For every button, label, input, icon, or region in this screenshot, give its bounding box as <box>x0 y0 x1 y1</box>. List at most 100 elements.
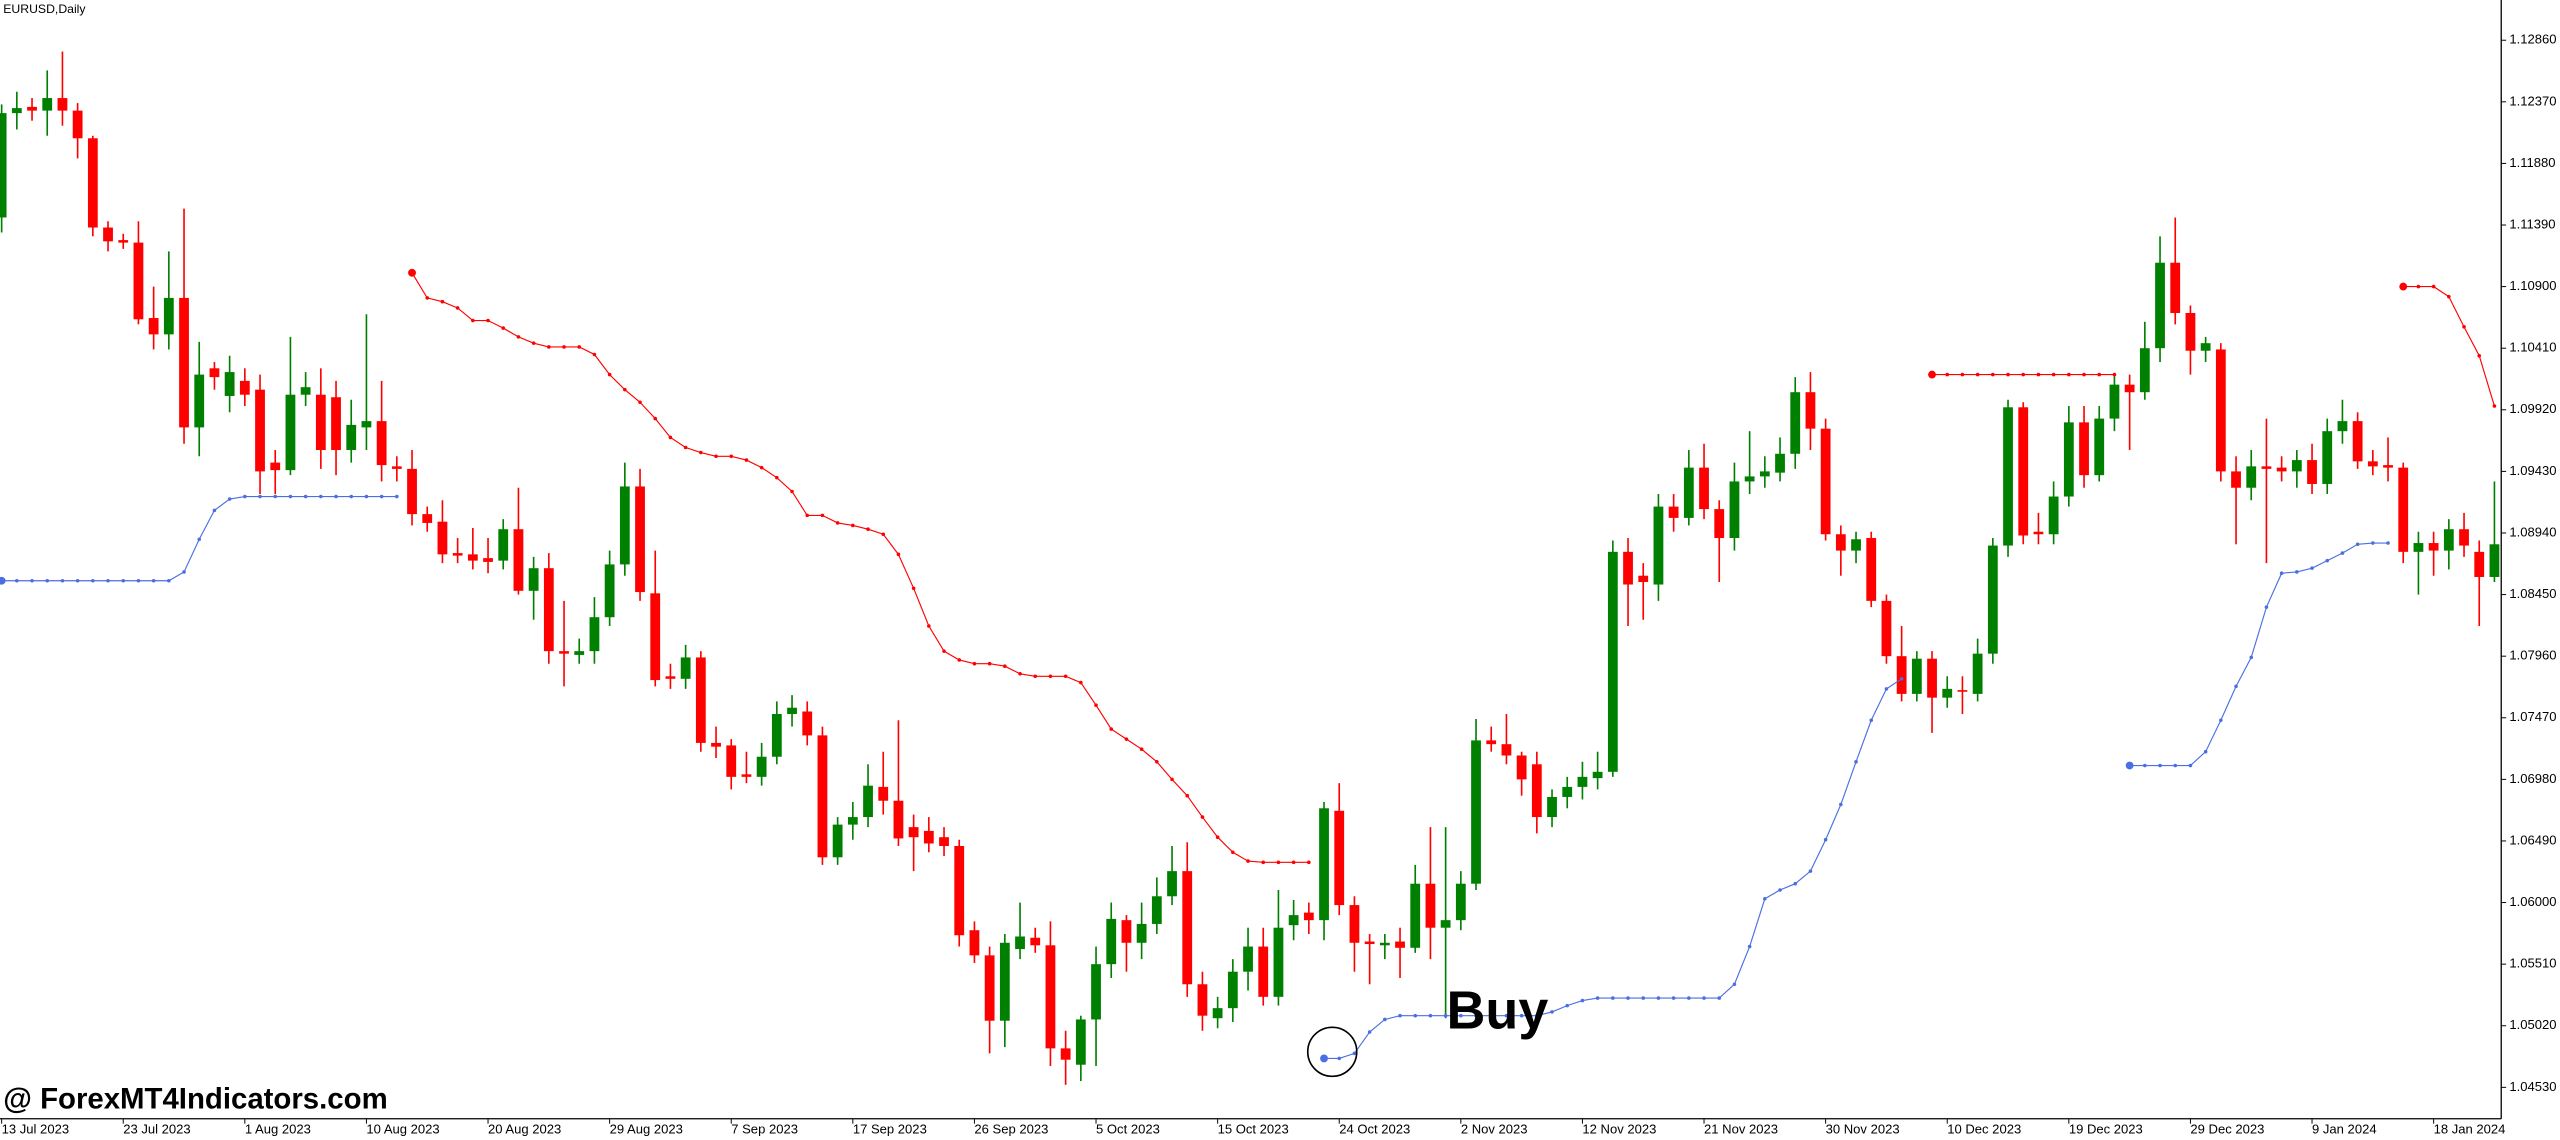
candle-body <box>528 568 539 591</box>
candle-body <box>635 486 645 593</box>
y-tick-label: 1.05020 <box>2509 1017 2556 1032</box>
candle-body <box>604 564 615 618</box>
candle-body <box>1455 883 1466 921</box>
candle-body <box>543 568 554 652</box>
candle-body <box>1410 883 1421 948</box>
x-tick-label: 17 Sep 2023 <box>853 1122 927 1137</box>
candle-body <box>209 368 220 378</box>
candle-body <box>969 930 980 956</box>
candle-body <box>817 735 828 858</box>
x-tick-label: 5 Oct 2023 <box>1096 1122 1160 1137</box>
y-tick-label: 1.07960 <box>2509 648 2556 663</box>
candle-body <box>1486 740 1497 745</box>
candle-body <box>1030 937 1041 946</box>
candle-body <box>2398 467 2409 552</box>
candle-body <box>1638 575 1649 583</box>
candle-body <box>148 318 159 335</box>
candle-body <box>1927 658 1937 698</box>
candle-body <box>1075 1019 1086 1065</box>
candle-body <box>1577 776 1588 787</box>
candle-body <box>1060 1048 1071 1060</box>
x-tick-label: 7 Sep 2023 <box>731 1122 798 1137</box>
buy-annotation: Buy <box>1447 980 1549 1040</box>
candle-body <box>999 942 1010 1021</box>
candle-body <box>2291 460 2302 472</box>
candle-body <box>2474 551 2485 577</box>
candle-body <box>2170 262 2181 314</box>
candle-body <box>1379 942 1390 946</box>
candle-body <box>2155 262 2165 349</box>
y-tick-label: 1.11390 <box>2509 216 2555 231</box>
candle-body <box>984 955 995 1021</box>
candle-body <box>315 394 326 451</box>
candle-body <box>650 593 661 681</box>
x-tick-label: 20 Aug 2023 <box>488 1122 561 1137</box>
candle-body <box>27 106 37 111</box>
candle-body <box>1547 796 1557 818</box>
candle-body <box>1516 755 1527 780</box>
candle-body <box>680 657 691 679</box>
x-tick-label: 1 Aug 2023 <box>245 1122 311 1137</box>
indicator-line <box>411 272 2495 863</box>
candle-body <box>2307 460 2317 484</box>
candle-body <box>1395 941 1405 948</box>
candle-body <box>2139 348 2150 393</box>
candle-body <box>741 774 752 777</box>
candle-body <box>0 113 7 218</box>
x-tick-label: 9 Jan 2024 <box>2312 1122 2377 1137</box>
candle-body <box>2276 467 2287 472</box>
candle-body <box>2459 529 2469 546</box>
candle-body <box>2215 349 2226 472</box>
candle-body <box>726 745 737 777</box>
candle-body <box>1121 920 1132 943</box>
candle-body <box>42 98 53 111</box>
candle-body <box>1167 871 1177 897</box>
candle-body <box>1759 471 1770 477</box>
candle-body <box>1015 936 1025 950</box>
x-tick-label: 10 Aug 2023 <box>366 1122 439 1137</box>
candle-body <box>1835 534 1846 551</box>
y-tick-label: 1.07470 <box>2509 709 2556 724</box>
candle-body <box>1562 786 1573 797</box>
candle-body <box>163 297 174 335</box>
candle-body <box>2413 543 2424 552</box>
candle-body <box>437 521 448 555</box>
candle-body <box>589 617 600 652</box>
candle-body <box>1851 539 1861 551</box>
candle-body <box>908 827 919 838</box>
watermark: @ ForexMT4Indicators.com <box>3 1083 387 1116</box>
candle-body <box>1744 476 1755 482</box>
candle-body <box>2261 466 2272 469</box>
candle-body <box>1683 467 1694 518</box>
candle-body <box>787 707 797 715</box>
candle-body <box>376 421 387 466</box>
x-tick-label: 13 Jul 2023 <box>2 1122 69 1137</box>
candle-body <box>1151 896 1162 924</box>
candle-body <box>1714 509 1725 539</box>
candle-body <box>11 108 22 114</box>
candle-body <box>1440 920 1451 928</box>
candle-body <box>665 676 676 679</box>
candle-body <box>331 397 341 451</box>
candle-body <box>1957 690 1968 692</box>
x-tick-label: 21 Nov 2023 <box>1704 1122 1778 1137</box>
candle-body <box>2109 384 2120 419</box>
candle-body <box>2124 384 2135 393</box>
candle-body <box>407 468 417 515</box>
candle-body <box>1471 740 1481 884</box>
candle-body <box>1273 927 1284 997</box>
candle-body <box>2367 461 2378 467</box>
candle-body <box>72 110 83 139</box>
candle-body <box>2322 431 2333 484</box>
candle-body <box>1197 984 1208 1016</box>
candle-body <box>1136 923 1147 943</box>
candle-body <box>695 657 706 743</box>
candle-body <box>2079 422 2089 476</box>
candle-body <box>1045 945 1056 1049</box>
candle-body <box>57 98 68 111</box>
candle-body <box>1729 481 1740 539</box>
y-tick-label: 1.10410 <box>2509 340 2556 355</box>
candle-body <box>756 756 767 777</box>
x-tick-label: 30 Nov 2023 <box>1826 1122 1900 1137</box>
